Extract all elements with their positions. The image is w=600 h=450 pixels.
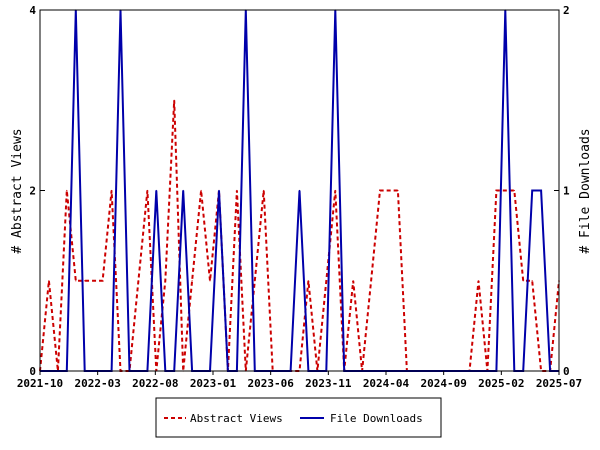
x-tick-label: 2023-01 — [190, 377, 237, 390]
legend-label-abstract-views: Abstract Views — [190, 412, 283, 425]
x-tick-label: 2021-10 — [17, 377, 63, 390]
data-point-abstract-views — [102, 280, 104, 282]
data-point-abstract-views — [495, 189, 497, 192]
data-point-abstract-views — [397, 189, 399, 192]
data-point-abstract-views — [388, 189, 390, 192]
data-point-file-downloads — [531, 189, 533, 192]
right-tick-label: 0 — [563, 365, 570, 378]
data-point-abstract-views — [209, 280, 211, 282]
x-tick-label: 2024-04 — [363, 377, 410, 390]
data-point-abstract-views — [84, 280, 86, 282]
data-point-file-downloads — [540, 189, 542, 192]
data-point-abstract-views — [254, 280, 256, 282]
x-tick-label: 2023-11 — [305, 377, 352, 390]
data-point-abstract-views — [48, 280, 50, 282]
data-point-abstract-views — [352, 280, 354, 282]
data-point-abstract-views — [146, 189, 148, 192]
data-point-abstract-views — [164, 280, 166, 282]
left-tick-label: 2 — [29, 185, 36, 198]
left-tick-label: 0 — [29, 365, 36, 378]
x-tick-label: 2025-02 — [478, 377, 524, 390]
x-tick-label: 2025-07 — [536, 377, 582, 390]
legend-label-file-downloads: File Downloads — [330, 412, 423, 425]
data-point-abstract-views — [173, 99, 175, 101]
data-point-abstract-views — [522, 280, 524, 282]
data-point-abstract-views — [504, 189, 506, 192]
legend: Abstract Views File Downloads — [155, 397, 442, 438]
data-point-abstract-views — [531, 280, 533, 282]
data-point-file-downloads — [182, 189, 184, 192]
data-point-file-downloads — [218, 189, 220, 192]
legend-box — [155, 397, 442, 438]
data-point-abstract-views — [379, 189, 381, 192]
data-point-abstract-views — [191, 280, 193, 282]
data-point-abstract-views — [200, 189, 202, 192]
data-point-abstract-views — [137, 280, 139, 282]
right-tick-label: 1 — [563, 185, 570, 198]
data-point-abstract-views — [236, 189, 238, 192]
data-point-abstract-views — [370, 280, 372, 282]
left-tick-label: 4 — [29, 4, 36, 17]
data-point-abstract-views — [307, 280, 309, 282]
data-point-file-downloads — [155, 189, 157, 192]
x-tick-label: 2024-09 — [420, 377, 466, 390]
axes-layer: 0 2 4 0 1 2 2021-10 2022-03 2022-08 2023-01 2023-0… — [17, 4, 582, 390]
right-axis-title: # File Downloads — [578, 128, 593, 253]
data-point-abstract-views — [477, 280, 480, 282]
data-point-abstract-views — [75, 280, 77, 282]
data-point-abstract-views — [334, 189, 336, 192]
left-axis-title: # Abstract Views — [10, 128, 25, 253]
data-point-file-downloads — [298, 189, 301, 192]
x-tick-label: 2022-08 — [132, 377, 178, 390]
data-point-abstract-views — [325, 280, 327, 282]
data-point-abstract-views — [66, 189, 68, 192]
data-point-abstract-views — [513, 189, 515, 192]
data-point-abstract-views — [93, 280, 95, 282]
data-point-abstract-views — [263, 189, 265, 192]
x-tick-label: 2022-03 — [74, 377, 120, 390]
right-tick-label: 2 — [563, 4, 570, 17]
x-tick-label: 2023-06 — [247, 377, 294, 390]
data-point-abstract-views — [111, 189, 113, 192]
